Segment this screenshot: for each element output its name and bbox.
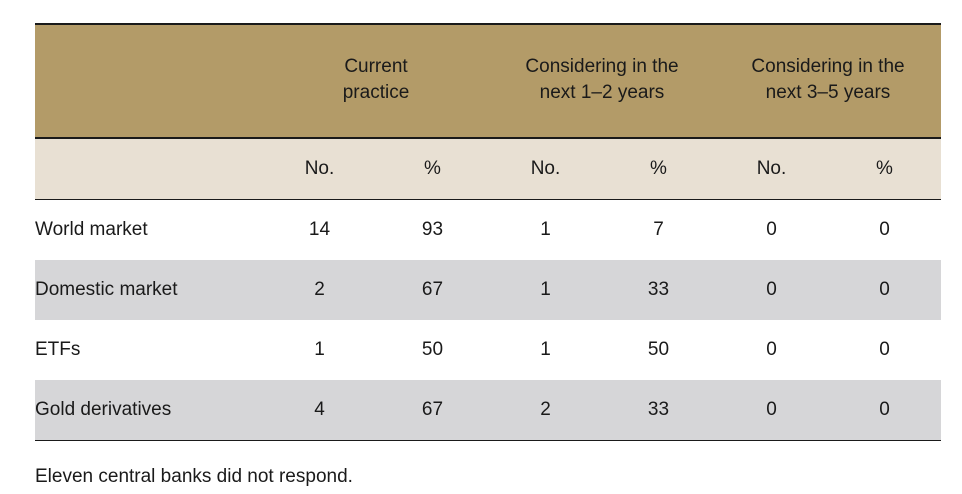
table-cell: 0 [879, 279, 890, 300]
table-cell: 1 [314, 339, 325, 360]
table-cell: 2 [314, 279, 325, 300]
row-label: Gold derivatives [35, 399, 172, 420]
subheader-pct: % [424, 158, 441, 179]
table-cell: 33 [647, 279, 670, 300]
table-row: World market 14 93 1 7 0 0 [35, 200, 941, 260]
table-row: Domestic market 2 67 1 33 0 0 [35, 260, 941, 320]
table-cell: 0 [766, 219, 777, 240]
footnote: Eleven central banks did not respond. [35, 466, 353, 487]
group-header-next-1-2: Considering in the next 1–2 years [525, 56, 679, 103]
table-cell: 93 [421, 219, 444, 240]
table-cell: 7 [653, 219, 664, 240]
row-label: World market [35, 219, 148, 240]
table-cell: 1 [540, 219, 551, 240]
subheader-no: No. [756, 158, 787, 179]
table-cell: 0 [879, 399, 890, 420]
group-header-current: Current practice [342, 56, 410, 103]
data-table: Current practice Considering in the next… [35, 23, 941, 441]
top-rule [35, 23, 941, 25]
table-cell: 67 [421, 279, 444, 300]
group-header-row: Current practice Considering in the next… [35, 25, 941, 139]
table-cell: 33 [647, 399, 670, 420]
row-label: Domestic market [35, 279, 178, 300]
table-row: ETFs 1 50 1 50 0 0 [35, 320, 941, 380]
table-cell: 0 [766, 279, 777, 300]
group-header-next-3-5: Considering in the next 3–5 years [751, 56, 905, 103]
table-cell: 0 [879, 219, 890, 240]
table-row: Gold derivatives 4 67 2 33 0 0 [35, 380, 941, 440]
subheader-no: No. [530, 158, 561, 179]
table-cell: 2 [540, 399, 551, 420]
table-cell: 1 [540, 279, 551, 300]
subheader-row: No. % No. % No. % [35, 139, 941, 200]
row-label: ETFs [35, 339, 81, 360]
subheader-pct: % [876, 158, 893, 179]
table-cell: 0 [879, 339, 890, 360]
table-cell: 50 [421, 339, 444, 360]
subheader-no: No. [304, 158, 335, 179]
table-cell: 14 [308, 219, 331, 240]
bottom-rule [35, 440, 941, 441]
subheader-pct: % [650, 158, 667, 179]
table-cell: 50 [647, 339, 670, 360]
table-cell: 4 [314, 399, 325, 420]
group-header-blank [35, 25, 263, 137]
table-cell: 0 [766, 339, 777, 360]
table-cell: 0 [766, 399, 777, 420]
table-cell: 1 [540, 339, 551, 360]
table-cell: 67 [421, 399, 444, 420]
